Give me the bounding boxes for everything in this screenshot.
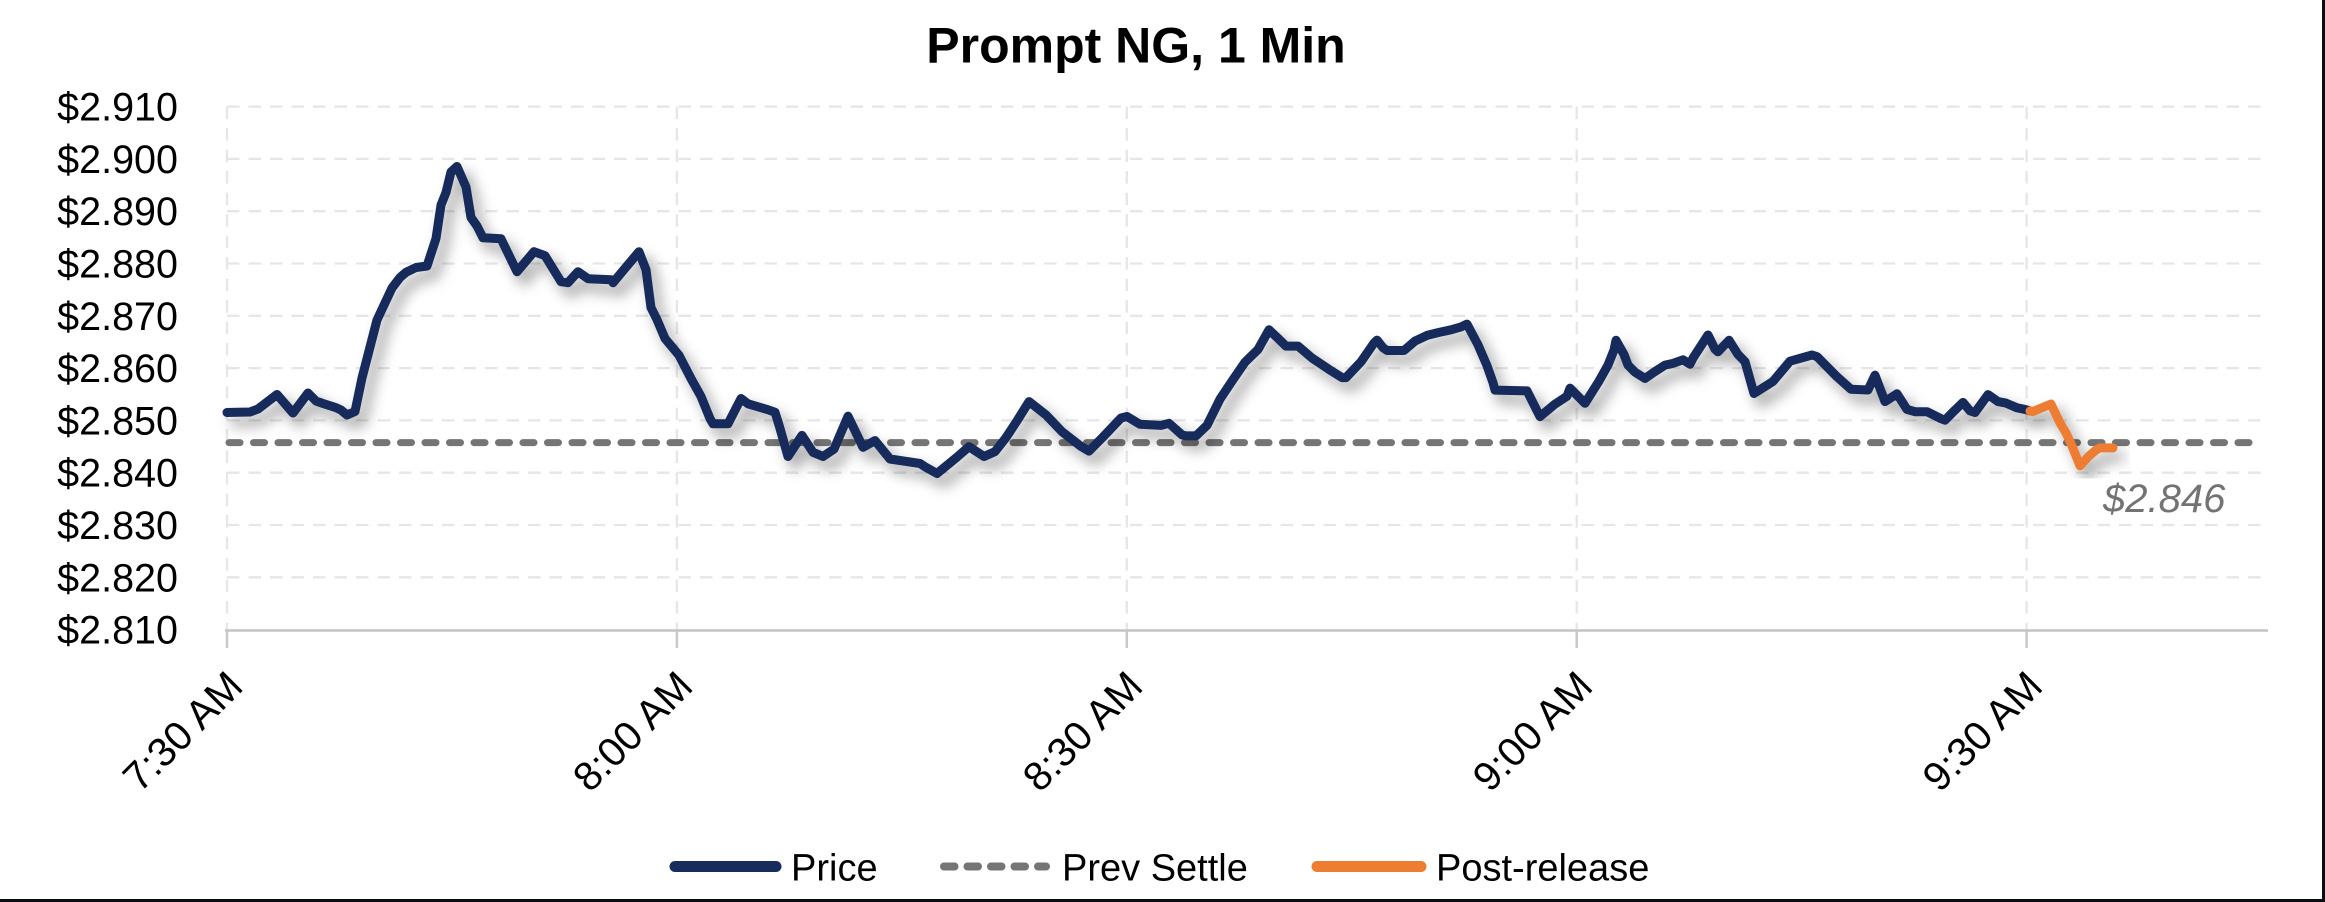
svg-text:$2.846: $2.846 — [2102, 477, 2226, 521]
svg-text:Prev Settle: Prev Settle — [1062, 848, 1248, 890]
svg-text:8:30 AM: 8:30 AM — [1014, 662, 1152, 800]
svg-text:$2.900: $2.900 — [57, 138, 178, 182]
svg-text:$2.840: $2.840 — [57, 452, 178, 496]
svg-text:Prompt NG, 1 Min: Prompt NG, 1 Min — [926, 18, 1345, 74]
svg-text:$2.850: $2.850 — [57, 399, 178, 443]
svg-text:$2.860: $2.860 — [57, 347, 178, 391]
svg-text:9:30 AM: 9:30 AM — [1913, 662, 2051, 800]
svg-text:$2.810: $2.810 — [57, 609, 178, 653]
svg-text:Price: Price — [791, 848, 878, 890]
svg-text:$2.880: $2.880 — [57, 243, 178, 287]
svg-text:8:00 AM: 8:00 AM — [564, 662, 702, 800]
svg-text:$2.910: $2.910 — [57, 86, 178, 130]
svg-text:$2.820: $2.820 — [57, 556, 178, 600]
svg-text:$2.890: $2.890 — [57, 190, 178, 234]
svg-text:$2.870: $2.870 — [57, 295, 178, 339]
svg-text:Post-release: Post-release — [1436, 848, 1649, 890]
svg-text:7:30 AM: 7:30 AM — [114, 662, 252, 800]
svg-text:9:00 AM: 9:00 AM — [1463, 662, 1601, 800]
svg-text:$2.830: $2.830 — [57, 504, 178, 548]
